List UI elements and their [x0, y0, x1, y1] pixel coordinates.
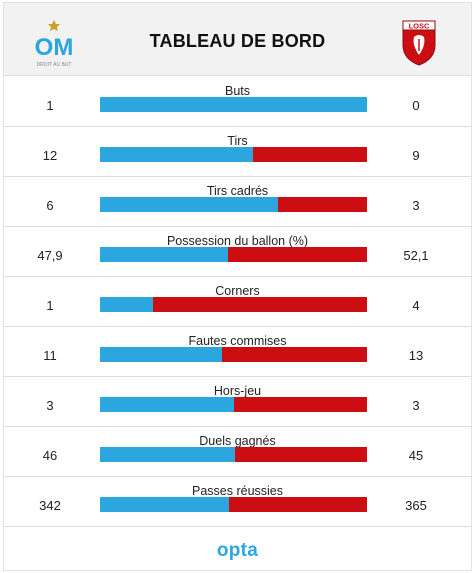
- home-value: 6: [46, 198, 54, 213]
- home-share-fill: [100, 447, 235, 462]
- stat-row: Passes réussies 342 365: [4, 476, 471, 527]
- stat-row: Hors-jeu 3 3: [4, 376, 471, 427]
- home-share-fill: [100, 497, 230, 512]
- home-value: 47,9: [37, 248, 63, 263]
- stat-bar: [100, 197, 367, 212]
- stat-bar: [100, 497, 367, 512]
- away-value: 45: [408, 448, 424, 463]
- away-value: 0: [412, 98, 420, 113]
- away-value: 13: [408, 348, 424, 363]
- losc-logo-icon: LOSC: [402, 20, 436, 66]
- stat-label: Fautes commises: [188, 334, 287, 348]
- away-value: 3: [412, 198, 420, 213]
- home-share-fill: [100, 197, 278, 212]
- stats-dashboard: OM DROIT AU BUT TABLEAU DE BORD LOSC But…: [3, 2, 472, 571]
- stat-label: Corners: [215, 284, 260, 298]
- stat-bar: [100, 347, 367, 362]
- svg-text:LOSC: LOSC: [409, 22, 430, 31]
- opta-logo: opta: [216, 540, 259, 561]
- stat-bar: [100, 297, 367, 312]
- stat-label: Passes réussies: [191, 484, 283, 498]
- home-share-fill: [100, 297, 154, 312]
- home-value: 1: [46, 98, 54, 113]
- stat-bar: [100, 397, 367, 412]
- stat-bar: [100, 447, 367, 462]
- away-value: 9: [412, 148, 420, 163]
- stat-bar: [100, 247, 367, 262]
- away-value: 52,1: [403, 248, 429, 263]
- stat-label: Tirs: [227, 134, 248, 148]
- stat-label: Hors-jeu: [213, 384, 262, 398]
- stat-label: Duels gagnés: [199, 434, 276, 448]
- away-value: 3: [412, 398, 420, 413]
- stat-label: Tirs cadrés: [206, 184, 269, 198]
- stat-label: Possession du ballon (%): [166, 234, 309, 248]
- home-share-fill: [100, 147, 253, 162]
- home-value: 1: [46, 298, 54, 313]
- away-value: 365: [405, 498, 427, 513]
- om-logo-icon: OM DROIT AU BUT: [35, 20, 74, 68]
- svg-text:DROIT AU BUT: DROIT AU BUT: [37, 62, 72, 68]
- page-title: TABLEAU DE BORD: [149, 31, 326, 51]
- home-value: 46: [42, 448, 58, 463]
- home-value: 11: [43, 348, 57, 363]
- stat-row: Tirs cadrés 6 3: [4, 176, 471, 227]
- stat-bar: [100, 97, 367, 112]
- svg-text:OM: OM: [35, 34, 74, 61]
- home-share-fill: [100, 347, 223, 362]
- stat-row: Corners 1 4: [4, 276, 471, 327]
- away-value: 4: [412, 298, 420, 313]
- home-value: 3: [46, 398, 54, 413]
- stat-row: Possession du ballon (%) 47,9 52,1: [4, 226, 471, 277]
- home-share-fill: [100, 97, 367, 112]
- home-value: 342: [39, 498, 61, 513]
- home-value: 12: [42, 148, 58, 163]
- stat-row: Tirs 12 9: [4, 126, 471, 177]
- stat-bar: [100, 147, 367, 162]
- dashboard-header: OM DROIT AU BUT TABLEAU DE BORD LOSC: [4, 3, 471, 76]
- home-share-fill: [100, 397, 234, 412]
- stat-label: Buts: [224, 84, 250, 98]
- stat-row: Duels gagnés 46 45: [4, 426, 471, 477]
- stat-row: Buts 1 0: [4, 76, 471, 127]
- home-share-fill: [100, 247, 228, 262]
- stat-row: Fautes commises 11 13: [4, 326, 471, 377]
